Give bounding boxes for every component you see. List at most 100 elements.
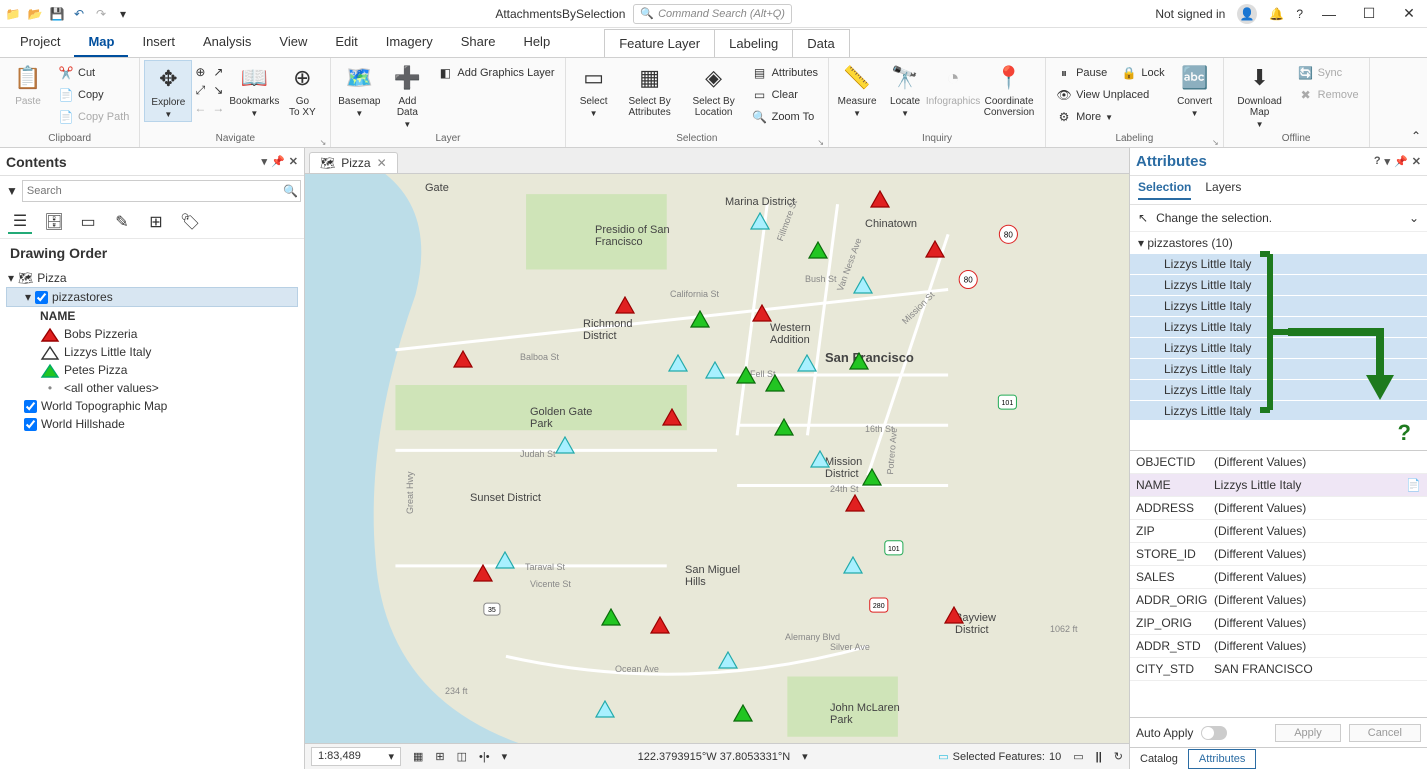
list-by-drawing-order-icon[interactable]: ☰ xyxy=(8,210,32,234)
search-icon[interactable]: 🔍 xyxy=(283,184,298,198)
change-selection-row[interactable]: ↖ Change the selection. ⌄ xyxy=(1130,205,1427,232)
map-marker-lizzys[interactable] xyxy=(705,361,725,379)
save-icon[interactable]: 💾 xyxy=(48,5,66,23)
list-by-editing-icon[interactable]: ✎ xyxy=(110,210,134,234)
attr-field-value[interactable]: (Different Values) xyxy=(1214,524,1421,538)
help-icon[interactable]: ? xyxy=(1296,7,1303,21)
map-marker-lizzys[interactable] xyxy=(797,354,817,372)
attr-row-addr_orig[interactable]: ADDR_ORIG(Different Values) xyxy=(1130,589,1427,612)
contents-close-icon[interactable]: ✕ xyxy=(289,155,298,168)
tab-help[interactable]: Help xyxy=(509,28,564,57)
map-marker-lizzys[interactable] xyxy=(853,276,873,294)
full-extent-icon[interactable]: ⊕ xyxy=(192,64,208,80)
toc-map-node[interactable]: ▾🗺Pizza xyxy=(6,269,298,287)
map-marker-bobs[interactable] xyxy=(845,494,865,512)
attr-row-name[interactable]: NAMELizzys Little Italy📄 xyxy=(1130,474,1427,497)
map-marker-bobs[interactable] xyxy=(752,304,772,322)
filter-icon[interactable]: ▼ xyxy=(6,184,18,198)
status-pause-icon[interactable]: || xyxy=(1096,751,1102,763)
bookmarks-button[interactable]: 📖 Bookmarks▼ xyxy=(230,60,278,120)
map-marker-lizzys[interactable] xyxy=(595,700,615,718)
map-marker-lizzys[interactable] xyxy=(843,556,863,574)
attr-row-addr_std[interactable]: ADDR_STD(Different Values) xyxy=(1130,635,1427,658)
map-tab-pizza[interactable]: 🗺 Pizza ✕ xyxy=(309,152,398,173)
map-marker-green[interactable] xyxy=(862,468,882,486)
command-search[interactable]: 🔍 Command Search (Alt+Q) xyxy=(633,4,792,24)
tab-map[interactable]: Map xyxy=(74,28,128,57)
more-labeling-button[interactable]: ⚙More ▼ xyxy=(1052,106,1169,128)
attr-pin-icon[interactable]: 📌 xyxy=(1394,155,1408,168)
map-marker-green[interactable] xyxy=(808,241,828,259)
toc-category[interactable]: Lizzys Little Italy xyxy=(6,343,298,361)
maximize-button[interactable]: ☐ xyxy=(1355,5,1383,22)
tab-edit[interactable]: Edit xyxy=(321,28,371,57)
basemap-topo-checkbox[interactable] xyxy=(24,400,37,413)
notifications-icon[interactable]: 🔔 xyxy=(1269,7,1284,21)
open-project-icon[interactable]: 📂 xyxy=(26,5,44,23)
attr-field-value[interactable]: (Different Values) xyxy=(1214,593,1421,607)
toc-category[interactable]: Petes Pizza xyxy=(6,361,298,379)
tab-view[interactable]: View xyxy=(265,28,321,57)
goto-xy-button[interactable]: ⊕ Go To XY xyxy=(278,60,326,120)
tab-analysis[interactable]: Analysis xyxy=(189,28,265,57)
map-marker-lizzys[interactable] xyxy=(810,450,830,468)
tab-share[interactable]: Share xyxy=(447,28,510,57)
fixed-zoom-out-icon[interactable]: ↘ xyxy=(210,82,226,98)
paste-button[interactable]: 📋 Paste xyxy=(4,60,52,109)
attr-field-value[interactable]: Lizzys Little Italy xyxy=(1214,478,1406,492)
attr-row-zip_orig[interactable]: ZIP_ORIG(Different Values) xyxy=(1130,612,1427,635)
attr-tree-feature[interactable]: Lizzys Little Italy xyxy=(1130,380,1427,401)
attr-tree-feature[interactable]: Lizzys Little Italy xyxy=(1130,317,1427,338)
prev-extent-icon[interactable]: ← xyxy=(192,100,208,116)
tab-imagery[interactable]: Imagery xyxy=(372,28,447,57)
clear-selection-button[interactable]: ▭Clear xyxy=(748,84,822,106)
map-marker-bobs[interactable] xyxy=(944,606,964,624)
list-by-source-icon[interactable]: 🗄 xyxy=(42,210,66,234)
attr-tree-feature[interactable]: Lizzys Little Italy xyxy=(1130,254,1427,275)
map-marker-green[interactable] xyxy=(774,418,794,436)
map-marker-lizzys[interactable] xyxy=(750,212,770,230)
tab-insert[interactable]: Insert xyxy=(128,28,189,57)
infographics-button[interactable]: ◔Infographics xyxy=(929,60,977,109)
qat-more-icon[interactable]: ▾ xyxy=(114,5,132,23)
convert-labels-button[interactable]: 🔤Convert▼ xyxy=(1171,60,1219,120)
apply-button[interactable]: Apply xyxy=(1275,724,1341,742)
status-tool-5-icon[interactable]: ▾ xyxy=(502,750,508,763)
collapse-ribbon-button[interactable]: ⌃ xyxy=(1405,58,1427,147)
attr-close-icon[interactable]: ✕ xyxy=(1412,155,1421,168)
attr-tree-feature[interactable]: Lizzys Little Italy xyxy=(1130,275,1427,296)
attr-tree-feature[interactable]: Lizzys Little Italy xyxy=(1130,338,1427,359)
context-tab-data[interactable]: Data xyxy=(792,29,849,57)
map-marker-green[interactable] xyxy=(733,704,753,722)
toc-all-other-values[interactable]: •<all other values> xyxy=(6,379,298,397)
map-marker-green[interactable] xyxy=(736,366,756,384)
list-by-labeling-icon[interactable]: 🏷 xyxy=(178,210,202,234)
attr-field-value[interactable]: (Different Values) xyxy=(1214,547,1421,561)
pause-labels-button[interactable]: ⏸Pause 🔒Lock xyxy=(1052,62,1169,84)
next-extent-icon[interactable]: → xyxy=(210,100,226,116)
undo-icon[interactable]: ↶ xyxy=(70,5,88,23)
select-by-location-button[interactable]: ◈Select By Location xyxy=(682,60,746,120)
redo-icon[interactable]: ↷ xyxy=(92,5,110,23)
sync-button[interactable]: 🔄Sync xyxy=(1294,62,1363,84)
select-button[interactable]: ▭Select▼ xyxy=(570,60,618,120)
fixed-zoom-in-icon[interactable]: ↗ xyxy=(210,64,226,80)
basemap-button[interactable]: 🗺️ Basemap▼ xyxy=(335,60,383,120)
toc-layer-pizzastores[interactable]: ▾pizzastores xyxy=(6,287,298,307)
attr-tree-feature[interactable]: Lizzys Little Italy xyxy=(1130,401,1427,420)
status-redraw-icon[interactable]: ↻ xyxy=(1114,750,1123,763)
new-project-icon[interactable]: 📁 xyxy=(4,5,22,23)
map-marker-green[interactable] xyxy=(765,374,785,392)
zoom-to-selection-button[interactable]: 🔍Zoom To xyxy=(748,106,822,128)
attr-row-address[interactable]: ADDRESS(Different Values) xyxy=(1130,497,1427,520)
status-tool-1-icon[interactable]: ▦ xyxy=(413,750,423,763)
attr-tree-layer[interactable]: ▾ pizzastores (10) xyxy=(1130,232,1427,254)
labeling-launcher[interactable]: ↘ xyxy=(1212,138,1219,147)
tab-project[interactable]: Project xyxy=(6,28,74,57)
bottom-tab-catalog[interactable]: Catalog xyxy=(1130,750,1188,768)
map-marker-green[interactable] xyxy=(601,608,621,626)
map-marker-bobs[interactable] xyxy=(453,350,473,368)
attr-field-value[interactable]: (Different Values) xyxy=(1214,455,1421,469)
bottom-tab-attributes[interactable]: Attributes xyxy=(1188,749,1256,769)
toc-basemap-hillshade[interactable]: World Hillshade xyxy=(6,415,298,433)
